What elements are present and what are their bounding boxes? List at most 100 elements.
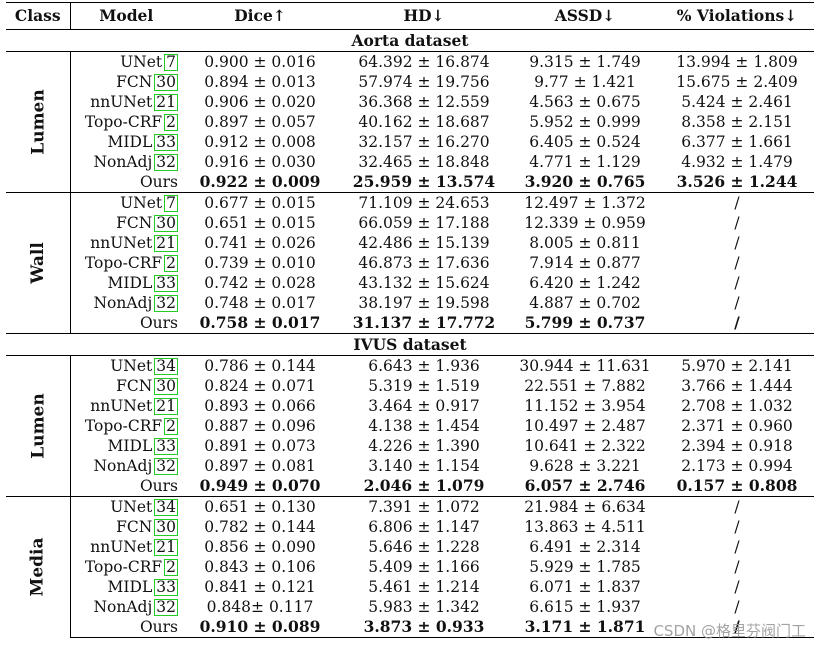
- table-row: FCN 30 0.824 ± 0.071 5.319 ± 1.519 22.551 ± …: [6, 376, 814, 396]
- assd-cell: 6.615 ± 1.937: [529, 598, 641, 616]
- dice-cell: 0.786 ± 0.144: [204, 357, 316, 375]
- hd-cell: 31.137 ± 17.772: [352, 313, 496, 332]
- hd-cell: 5.461 ± 1.214: [368, 578, 480, 596]
- assd-cell: 11.152 ± 3.954: [524, 397, 646, 415]
- dice-cell: 0.916 ± 0.030: [204, 153, 316, 171]
- model-name: Topo-CRF: [84, 254, 163, 272]
- assd-cell: 30.944 ± 11.631: [519, 357, 651, 375]
- header-row: Class Model Dice↑ HD↓ ASSD↓ % Violations…: [6, 2, 814, 30]
- model-cell: nnUNet 21: [70, 92, 182, 112]
- class-label-cell: Wall: [6, 192, 71, 334]
- assd-cell: 10.641 ± 2.322: [524, 437, 646, 455]
- violations-cell: /: [734, 234, 740, 252]
- hd-cell: 5.409 ± 1.166: [368, 558, 480, 576]
- model-name: nnUNet: [90, 538, 153, 556]
- table-row: FCN 30 0.782 ± 0.144 6.806 ± 1.147 13.863 ± …: [6, 517, 814, 537]
- assd-cell: 12.339 ± 0.959: [524, 214, 646, 232]
- dice-cell: 0.906 ± 0.020: [204, 93, 316, 111]
- assd-cell: 7.914 ± 0.877: [529, 254, 641, 272]
- table-row: nnUNet 21 0.893 ± 0.066 3.464 ± 0.917 11.152…: [6, 396, 814, 416]
- table-row: nnUNet 21 0.906 ± 0.020 36.368 ± 12.559 4.56…: [6, 92, 814, 112]
- violations-cell: 0.157 ± 0.808: [676, 476, 798, 495]
- model-name: MIDL: [107, 133, 153, 151]
- model-name: Ours: [139, 618, 178, 636]
- citation-ref: 34: [154, 357, 178, 375]
- table-row: Ours 0.949 ± 0.070 2.046 ± 1.079 6.057 ± 2.…: [6, 476, 814, 497]
- dice-cell: 0.912 ± 0.008: [204, 133, 316, 151]
- table-row: NonAdj 32 0.848± 0.117 5.983 ± 1.342 6.615 ±…: [6, 597, 814, 617]
- class-label: Lumen: [28, 89, 49, 155]
- hd-cell: 5.646 ± 1.228: [368, 538, 480, 556]
- table-row: NonAdj 32 0.897 ± 0.081 3.140 ± 1.154 9.628 …: [6, 456, 814, 476]
- assd-cell: 4.771 ± 1.129: [529, 153, 641, 171]
- hd-cell: 32.157 ± 16.270: [358, 133, 490, 151]
- assd-cell: 6.057 ± 2.746: [524, 476, 646, 495]
- citation-ref: 2: [164, 417, 178, 435]
- table-row: NonAdj 32 0.748 ± 0.017 38.197 ± 19.598 4.88…: [6, 293, 814, 313]
- dice-cell: 0.891 ± 0.073: [204, 437, 316, 455]
- hd-cell: 3.464 ± 0.917: [368, 397, 480, 415]
- dataset-title: Aorta dataset: [6, 29, 814, 52]
- model-name: MIDL: [107, 578, 153, 596]
- class-label: Wall: [27, 242, 48, 284]
- table-row: Lumen UNet 7 0.900 ± 0.016 64.392 ± 16.874 9.…: [6, 51, 814, 193]
- table-row: MIDL 33 0.841 ± 0.121 5.461 ± 1.214 6.071 ± …: [6, 577, 814, 597]
- citation-ref: 32: [154, 153, 178, 171]
- table-row: MIDL 33 0.891 ± 0.073 4.226 ± 1.390 10.641 ±…: [6, 436, 814, 456]
- assd-cell: 5.799 ± 0.737: [524, 313, 646, 332]
- class-label-cell: Media: [6, 496, 71, 638]
- dice-cell: 0.922 ± 0.009: [199, 172, 321, 191]
- hd-cell: 57.974 ± 19.756: [358, 73, 490, 91]
- violations-cell: 4.932 ± 1.479: [681, 153, 793, 171]
- citation-ref: 2: [164, 558, 178, 576]
- citation-ref: 32: [154, 457, 178, 475]
- hd-cell: 71.109 ± 24.653: [338, 192, 510, 213]
- citation-ref: 2: [164, 113, 178, 131]
- assd-cell: 3.171 ± 1.871: [510, 617, 660, 638]
- violations-cell: 3.766 ± 1.444: [681, 377, 793, 395]
- model-name: Topo-CRF: [84, 558, 163, 576]
- assd-cell: 5.929 ± 1.785: [529, 558, 641, 576]
- citation-ref: 21: [154, 234, 178, 252]
- assd-cell: 22.551 ± 7.882: [524, 377, 646, 395]
- table-row: Wall UNet 7 0.677 ± 0.015 71.109 ± 24.653 12.…: [6, 192, 814, 334]
- header-model: Model: [70, 2, 182, 30]
- model-cell: nnUNet 21: [70, 233, 182, 253]
- class-label-cell: Lumen: [6, 51, 71, 193]
- citation-ref: 33: [154, 437, 178, 455]
- model-cell: Topo-CRF 2: [70, 557, 182, 577]
- assd-cell: 21.984 ± 6.634: [510, 496, 660, 517]
- citation-ref: 21: [154, 397, 178, 415]
- citation-ref: 7: [164, 53, 178, 71]
- table-row: Lumen UNet 34 0.786 ± 0.144 6.643 ± 1.936 30.…: [6, 355, 814, 497]
- dice-cell: 0.949 ± 0.070: [199, 476, 321, 495]
- assd-cell: 4.887 ± 0.702: [529, 294, 641, 312]
- class-label-cell: Lumen: [6, 355, 71, 497]
- table-row: NonAdj 32 0.916 ± 0.030 32.465 ± 18.848 4.77…: [6, 152, 814, 172]
- dice-cell: 0.843 ± 0.106: [204, 558, 316, 576]
- hd-cell: 25.959 ± 13.574: [352, 172, 496, 191]
- model-cell: UNet 7: [70, 192, 182, 213]
- violations-cell: /: [734, 274, 740, 292]
- model-name: nnUNet: [90, 93, 153, 111]
- dice-cell: 0.900 ± 0.016: [204, 53, 316, 71]
- model-cell: FCN 30: [70, 213, 182, 233]
- hd-cell: 4.226 ± 1.390: [368, 437, 480, 455]
- violations-cell: /: [734, 558, 740, 576]
- citation-ref: 30: [154, 73, 178, 91]
- dice-cell: 0.748 ± 0.017: [204, 294, 316, 312]
- dataset-title-row: IVUS dataset: [6, 333, 814, 356]
- violations-cell: /: [734, 578, 740, 596]
- dice-cell: 0.841 ± 0.121: [204, 578, 316, 596]
- hd-cell: 46.873 ± 17.636: [358, 254, 490, 272]
- model-name: FCN: [116, 214, 153, 232]
- violations-cell: /: [734, 598, 740, 616]
- table-row: Topo-CRF 2 0.897 ± 0.057 40.162 ± 18.687 5.9…: [6, 112, 814, 132]
- model-name: MIDL: [107, 274, 153, 292]
- citation-ref: 32: [154, 294, 178, 312]
- violations-cell: /: [734, 518, 740, 536]
- dice-cell: 0.856 ± 0.090: [204, 538, 316, 556]
- violations-cell: 5.424 ± 2.461: [681, 93, 793, 111]
- table-row: Ours 0.758 ± 0.017 31.137 ± 17.772 5.799 ± …: [6, 313, 814, 334]
